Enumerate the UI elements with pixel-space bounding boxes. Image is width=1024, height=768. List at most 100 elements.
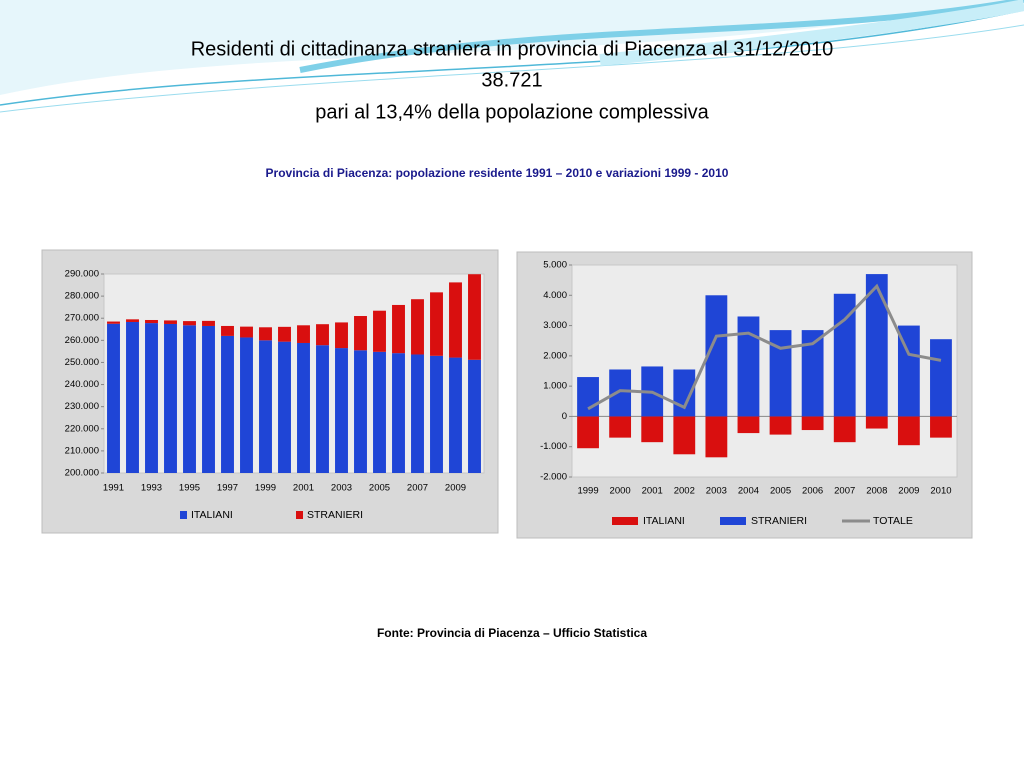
bar — [673, 416, 696, 455]
bar — [259, 340, 272, 473]
bar — [430, 355, 443, 473]
bar — [297, 342, 310, 473]
bar — [392, 353, 405, 473]
bar — [259, 327, 272, 341]
y-tick-label: 240.000 — [65, 379, 99, 390]
bar — [335, 322, 348, 349]
y-tick-label: 4.000 — [543, 290, 567, 301]
legend-swatch — [720, 517, 746, 525]
bar — [449, 357, 462, 473]
bar — [164, 320, 177, 324]
x-tick-label: 1997 — [217, 483, 238, 494]
y-tick-label: 280.000 — [65, 291, 99, 302]
y-tick-label: 200.000 — [65, 468, 99, 479]
bar — [240, 326, 253, 338]
bar — [609, 416, 632, 438]
bar — [126, 321, 139, 473]
bar — [897, 416, 920, 446]
bar — [411, 299, 424, 355]
y-tick-label: 230.000 — [65, 401, 99, 412]
bar — [833, 416, 856, 443]
x-tick-label: 1999 — [255, 483, 276, 494]
bar — [107, 323, 120, 473]
bar — [126, 319, 139, 322]
x-tick-label: 1999 — [577, 486, 598, 497]
y-tick-label: 5.000 — [543, 260, 567, 271]
title-line: 38.721 — [481, 69, 542, 91]
bar — [202, 325, 215, 473]
x-tick-label: 2001 — [642, 486, 663, 497]
plot-area — [571, 264, 958, 478]
x-tick-label: 1993 — [141, 483, 162, 494]
legend-label: ITALIANI — [643, 515, 685, 527]
bar — [737, 316, 760, 417]
bar — [411, 354, 424, 473]
bar — [705, 295, 728, 417]
bar — [769, 416, 792, 435]
title-line: pari al 13,4% della popolazione compless… — [315, 101, 709, 123]
bar — [183, 325, 196, 473]
bar — [577, 377, 599, 417]
x-tick-label: 2002 — [674, 486, 695, 497]
plot-area — [103, 273, 485, 474]
y-tick-label: 1.000 — [543, 381, 567, 392]
x-tick-label: 1995 — [179, 483, 200, 494]
bar — [335, 348, 348, 473]
bar — [430, 292, 443, 356]
x-tick-label: 2000 — [610, 486, 631, 497]
y-tick-label: 210.000 — [65, 445, 99, 456]
legend-swatch — [612, 517, 638, 525]
title-line: Residenti di cittadinanza straniera in p… — [191, 38, 834, 60]
x-tick-label: 2006 — [802, 486, 823, 497]
bar — [468, 274, 481, 360]
bar — [865, 274, 888, 417]
y-tick-label: 0 — [562, 411, 567, 422]
legend-label: ITALIANI — [191, 509, 233, 521]
y-tick-label: 270.000 — [65, 313, 99, 324]
bar — [145, 319, 158, 324]
x-tick-label: 2010 — [930, 486, 951, 497]
bar — [737, 416, 760, 434]
bar — [297, 325, 310, 343]
y-tick-label: -2.000 — [540, 472, 567, 483]
bar — [865, 416, 888, 429]
x-tick-label: 2005 — [770, 486, 791, 497]
bar — [801, 416, 824, 431]
x-tick-label: 2005 — [369, 483, 390, 494]
x-tick-label: 2004 — [738, 486, 759, 497]
legend-label: STRANIERI — [751, 515, 807, 527]
x-tick-label: 2003 — [706, 486, 727, 497]
bar — [354, 316, 367, 351]
bar — [705, 416, 728, 458]
y-tick-label: 290.000 — [65, 269, 99, 280]
bar — [373, 310, 386, 352]
legend-swatch — [296, 511, 303, 519]
line — [587, 283, 942, 411]
bar — [468, 359, 481, 473]
bar — [221, 335, 234, 473]
y-tick-label: 250.000 — [65, 357, 99, 368]
bar — [316, 324, 329, 346]
x-tick-label: 2007 — [407, 483, 428, 494]
y-tick-label: 2.000 — [543, 350, 567, 361]
bar — [183, 321, 196, 326]
bar — [278, 326, 291, 342]
legend-label: TOTALE — [873, 515, 913, 527]
decoration — [0, 0, 1024, 113]
source: Fonte: Provincia di Piacenza – Ufficio S… — [377, 626, 647, 640]
y-tick-label: -1.000 — [540, 441, 567, 452]
bar — [373, 351, 386, 473]
x-tick-label: 2003 — [331, 483, 352, 494]
x-tick-label: 2009 — [445, 483, 466, 494]
bar — [577, 416, 599, 449]
bar — [769, 330, 792, 417]
y-tick-label: 220.000 — [65, 423, 99, 434]
bar — [897, 325, 920, 417]
bar — [930, 416, 952, 438]
bar — [930, 339, 952, 417]
x-tick-label: 2009 — [898, 486, 919, 497]
bar — [316, 345, 329, 473]
legend-swatch — [180, 511, 187, 519]
